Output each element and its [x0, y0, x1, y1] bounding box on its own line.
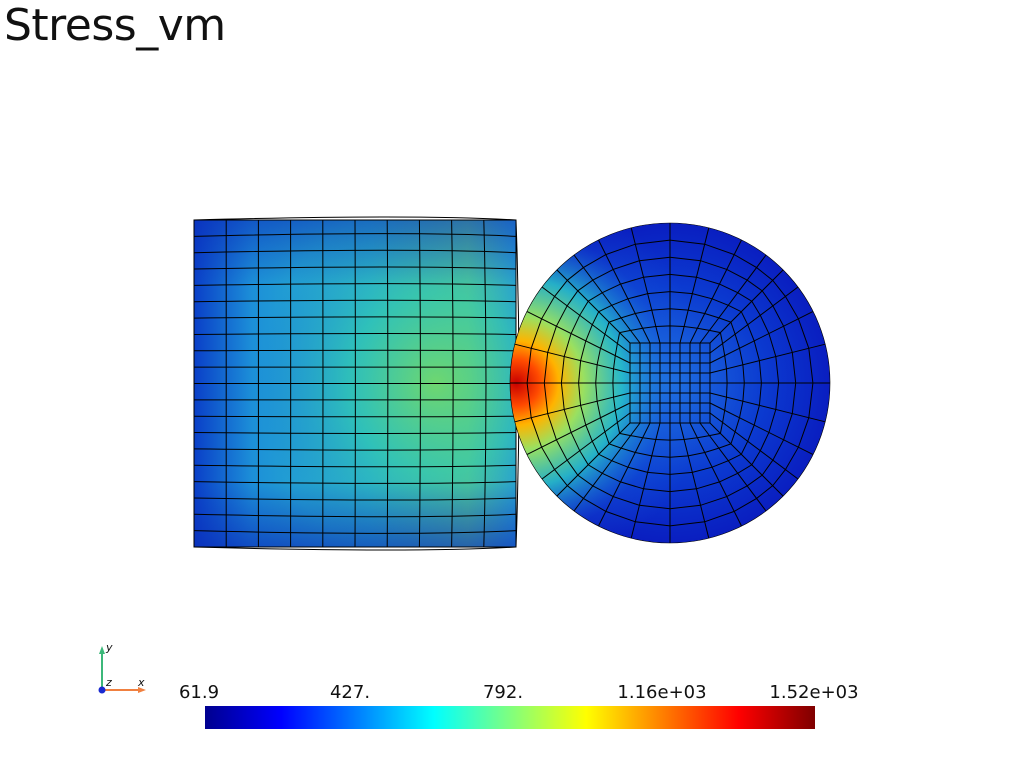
disk-mesh-ring [543, 256, 797, 510]
disk-mesh-spoke [709, 392, 826, 423]
disk-mesh-spoke [689, 422, 743, 527]
disk-mesh [510, 223, 830, 543]
block-mesh-row [193, 249, 517, 254]
disk-mesh-spoke [514, 392, 631, 423]
block-mesh-row [193, 530, 517, 534]
disk-mesh-ring [526, 239, 814, 527]
disk-mesh-spoke [689, 239, 743, 344]
disk-mesh-spoke [573, 422, 641, 512]
colorbar-label-4: 1.16e+03 [617, 682, 707, 703]
colorbar-label-2: 427. [329, 682, 371, 703]
disk-mesh-spoke [709, 402, 814, 456]
disk-mesh-spoke [630, 422, 661, 539]
block-mesh-row [193, 299, 517, 303]
disk-mesh-spoke [556, 269, 631, 344]
disk-mesh-spoke [597, 239, 651, 344]
block-mesh-row [193, 415, 517, 418]
disk-mesh-spoke [597, 422, 651, 527]
disk-mesh-ring [560, 273, 780, 493]
disk-mesh-spoke [699, 422, 767, 512]
disk-mesh-ring [578, 291, 762, 475]
disk-mesh-ring [612, 325, 728, 441]
block-mesh-row [193, 448, 517, 451]
disk-mesh-spoke [709, 422, 784, 497]
block-mesh-row [193, 481, 517, 484]
colorbar-label-max: 1.52e+03 [769, 682, 859, 703]
disk-mesh-spoke [679, 227, 710, 344]
colorbar-label-3: 792. [482, 682, 524, 703]
disk-mesh-spoke [573, 254, 641, 344]
disk-mesh-spoke [541, 412, 631, 480]
circular-disk [509, 222, 831, 544]
block-mesh [193, 216, 520, 551]
z-axis-dot [98, 686, 106, 694]
colorbar-label-min: 61.9 [178, 682, 220, 703]
disk-mesh-spoke [709, 286, 799, 354]
disk-mesh-spoke [514, 343, 631, 374]
block-mesh-row [193, 432, 517, 434]
disk-mesh-spoke [630, 227, 661, 344]
disk-mesh-spoke [556, 422, 631, 497]
colorbar [205, 706, 815, 729]
block-mesh-row [193, 497, 517, 501]
disk-mesh-spoke [709, 343, 826, 374]
disk-mesh-spoke [699, 254, 767, 344]
x-axis-arrow [138, 687, 146, 693]
orientation-axes: y x z [98, 641, 146, 694]
disk-mesh-spoke [679, 422, 710, 539]
disk-outline [509, 222, 831, 544]
disk-mesh-spoke [526, 310, 631, 364]
disk-mesh-spoke [541, 286, 631, 354]
block-mesh-row [193, 349, 517, 352]
block-mesh-row [193, 333, 517, 335]
disk-mesh-ring [595, 308, 745, 458]
block-mesh-row [193, 464, 517, 468]
block-mesh-row [193, 513, 517, 518]
block-mesh-row [193, 216, 517, 221]
z-axis-label: z [105, 676, 112, 689]
disk-mesh-spoke [709, 310, 814, 364]
y-axis-arrow [99, 646, 105, 654]
disk-mesh-spoke [709, 269, 784, 344]
rectangular-block [193, 216, 520, 551]
block-mesh-row [193, 546, 517, 551]
block-mesh-row [193, 266, 517, 270]
plot-title: Stress_vm [4, 0, 226, 51]
block-mesh-row [193, 316, 517, 319]
x-axis-label: x [137, 676, 145, 689]
disk-mesh-spoke [709, 412, 799, 480]
disk-mesh-spoke [526, 402, 631, 456]
y-axis-label: y [105, 641, 113, 654]
block-mesh-row [193, 283, 517, 286]
block-mesh-row [193, 233, 517, 237]
